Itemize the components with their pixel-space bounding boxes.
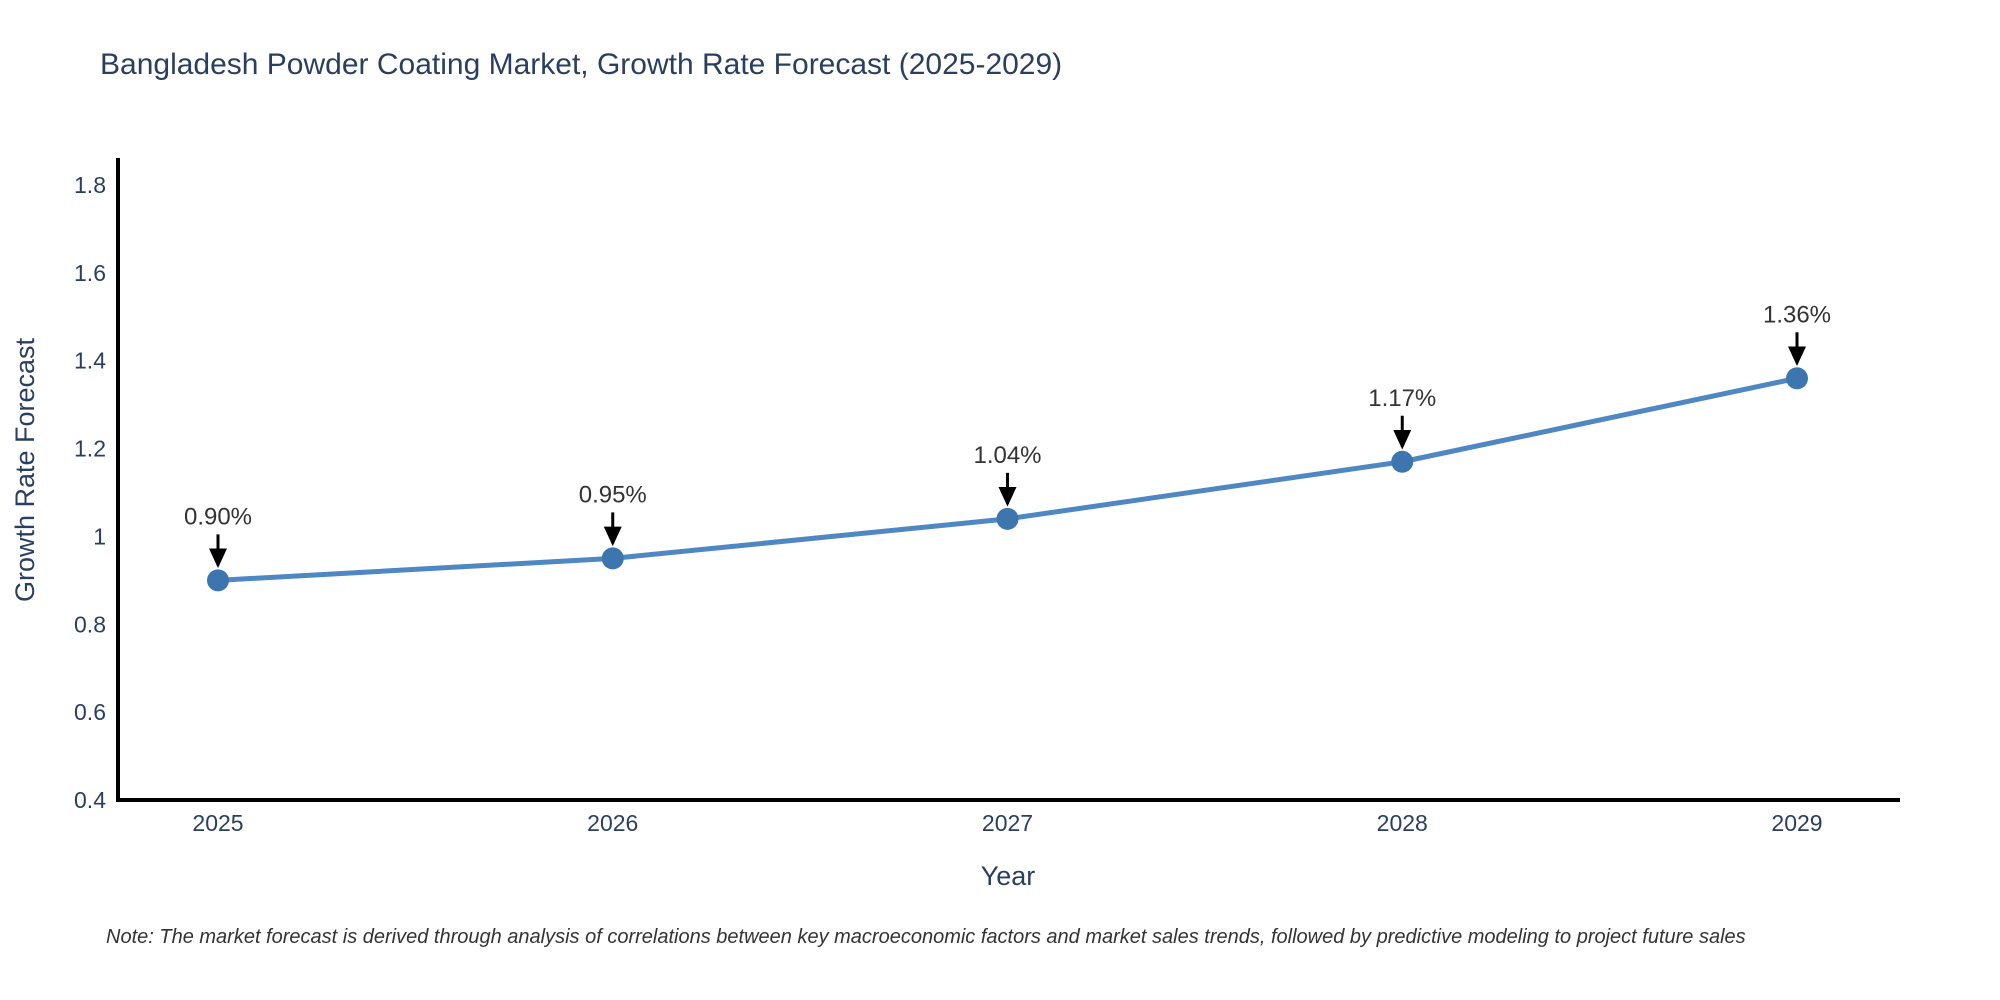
x-tick-label: 2025 bbox=[192, 810, 243, 836]
y-tick-label: 1 bbox=[93, 523, 106, 549]
annotation-label: 0.90% bbox=[184, 503, 252, 530]
y-tick-label: 1.2 bbox=[74, 436, 106, 462]
x-tick-label: 2029 bbox=[1771, 810, 1822, 836]
annotation-label: 1.04% bbox=[973, 442, 1041, 469]
y-tick-label: 1.8 bbox=[74, 172, 106, 198]
annotation-label: 0.95% bbox=[579, 481, 647, 508]
annotations: 0.90% 0.95% 1.04% 1.17% 1.36% bbox=[184, 301, 1831, 569]
axes: 0.4 0.6 0.8 1 1.2 1.4 1.6 1.8 2025 2026 2027 2028 20… bbox=[10, 158, 1900, 891]
data-point-marker bbox=[601, 547, 624, 570]
data-series bbox=[207, 367, 1808, 592]
x-axis-title: Year bbox=[981, 861, 1036, 891]
y-tick-label: 1.6 bbox=[74, 260, 106, 286]
data-point-marker bbox=[207, 569, 229, 592]
x-tick-label: 2027 bbox=[982, 810, 1033, 836]
data-point-marker bbox=[996, 507, 1019, 530]
annotation-label: 1.17% bbox=[1368, 385, 1436, 412]
y-tick-label: 1.4 bbox=[74, 348, 106, 374]
footnote: Note: The market forecast is derived thr… bbox=[106, 926, 1746, 948]
y-tick-label: 0.6 bbox=[74, 699, 106, 725]
y-tick-label: 0.8 bbox=[74, 611, 106, 637]
data-point-marker bbox=[1391, 450, 1414, 473]
axis-lines bbox=[116, 158, 1900, 802]
x-tick-label: 2026 bbox=[587, 810, 638, 836]
y-axis-title: Growth Rate Forecast bbox=[10, 337, 40, 602]
x-tick-label: 2028 bbox=[1377, 810, 1428, 836]
y-tick-label: 0.4 bbox=[74, 787, 106, 813]
data-point-marker bbox=[1786, 367, 1808, 390]
annotation-label: 1.36% bbox=[1763, 301, 1831, 328]
chart-title: Bangladesh Powder Coating Market, Growth… bbox=[100, 48, 1063, 81]
footnote-container: Note: The market forecast is derived thr… bbox=[0, 918, 2000, 958]
